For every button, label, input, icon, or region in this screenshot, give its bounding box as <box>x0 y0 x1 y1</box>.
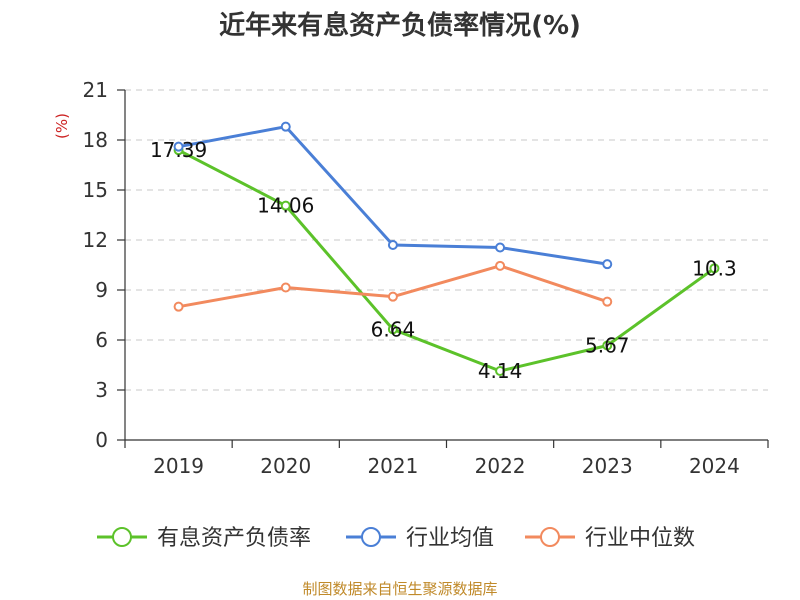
y-tick-label-18: 18 <box>83 128 108 152</box>
series-1-point-2021 <box>387 240 398 250</box>
y-tick-label-3: 3 <box>95 378 108 402</box>
x-tick-label-2020: 2020 <box>260 454 311 478</box>
x-tick-label-2023: 2023 <box>582 454 633 478</box>
data-label-2022: 4.14 <box>478 359 523 383</box>
legend-label-0: 有息资产负债率 <box>157 526 311 551</box>
data-label-2023: 5.67 <box>585 334 630 358</box>
y-tick-label-9: 9 <box>95 278 108 302</box>
series-2-point-2021 <box>387 291 398 302</box>
series-0-point-2020 <box>280 200 291 211</box>
data-label-2024: 10.3 <box>692 256 737 280</box>
grid <box>125 89 768 391</box>
series-1-point-2020 <box>280 121 291 132</box>
series-0-point-2021 <box>387 324 398 335</box>
axes: 0 3 6 9 12 15 18 21 2019 2020 2021 2022 2023 2024 <box>83 78 769 478</box>
chart-title: 近年来有息资产负债率情况(%) <box>219 10 581 41</box>
series-1-point-2019 <box>173 141 184 152</box>
legend-marker-1 <box>361 527 381 547</box>
series-0-point-2022 <box>495 366 506 376</box>
data-label-2019: 17.39 <box>150 138 207 162</box>
data-labels: 17.39 14.06 6.64 4.14 5.67 10.3 <box>150 138 737 383</box>
series-0-point-2024 <box>709 263 720 274</box>
y-tick-label-6: 6 <box>95 328 108 352</box>
series-2-point-2020 <box>280 282 291 293</box>
legend-label-2: 行业中位数 <box>585 526 695 551</box>
y-tick-label-21: 21 <box>83 78 108 102</box>
legend-label-1: 行业均值 <box>406 526 494 551</box>
series-2-point-2019 <box>173 301 184 312</box>
legend: 有息资产负债率 行业均值 行业中位数 <box>97 526 695 551</box>
legend-marker-0 <box>112 527 132 547</box>
series-group <box>173 121 720 376</box>
series-2-point-2023 <box>602 296 613 307</box>
x-tick-label-2024: 2024 <box>689 454 740 478</box>
data-label-2021: 6.64 <box>371 317 416 341</box>
series-0-point-2023 <box>602 340 613 351</box>
y-axis-label: (%) <box>53 113 71 139</box>
series-line-0 <box>177 148 716 373</box>
x-tick-label-2022: 2022 <box>475 454 526 478</box>
series-1-point-2023 <box>602 259 613 270</box>
data-label-2020: 14.06 <box>257 194 314 218</box>
y-tick-label-15: 15 <box>83 178 108 202</box>
y-tick-label-0: 0 <box>95 428 108 452</box>
series-1-point-2022 <box>495 242 506 253</box>
y-tick-label-12: 12 <box>83 228 108 252</box>
x-tick-label-2019: 2019 <box>153 454 204 478</box>
series-2-point-2022 <box>495 260 506 271</box>
legend-marker-2 <box>540 527 560 547</box>
x-tick-label-2021: 2021 <box>367 454 418 478</box>
source-note: 制图数据来自恒生聚源数据库 <box>302 580 497 598</box>
